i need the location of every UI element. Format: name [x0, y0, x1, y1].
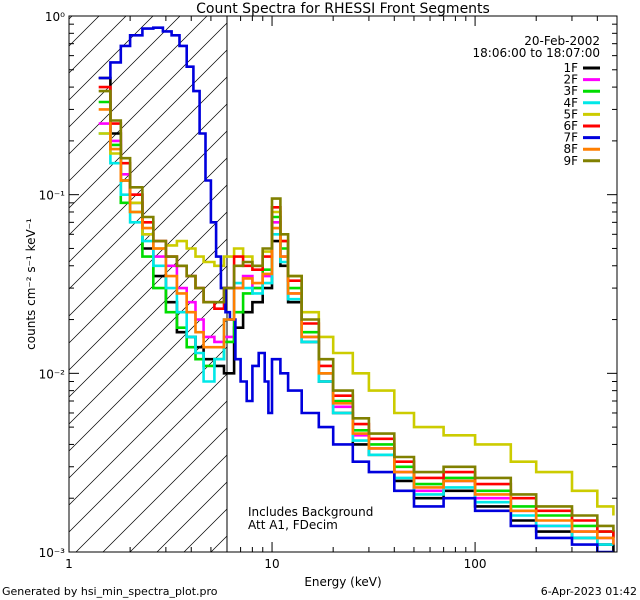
legend-time-range: 18:06:00 to 18:07:00 — [473, 46, 600, 60]
hatch-line — [69, 103, 227, 263]
legend-label-5F: 5F — [563, 107, 578, 121]
legend-label-6F: 6F — [563, 119, 578, 133]
annotation-attenuator: Att A1, FDecim — [248, 518, 338, 532]
legend: 20-Feb-2002 18:06:00 to 18:07:00 1F2F3F4… — [473, 34, 600, 168]
x-tick-label: 10 — [264, 557, 279, 571]
hatch-line — [69, 49, 227, 209]
legend-date: 20-Feb-2002 — [524, 34, 600, 48]
hatch-line — [69, 211, 227, 371]
chart-title: Count Spectra for RHESSI Front Segments — [196, 1, 490, 17]
legend-label-2F: 2F — [563, 73, 578, 87]
series-line-7F — [98, 26, 614, 552]
x-tick-label: 1 — [65, 557, 73, 571]
hatch-line — [69, 16, 154, 101]
hatch-line — [69, 76, 227, 236]
y-tick-label: 10⁻³ — [39, 546, 66, 560]
hatch-line — [69, 16, 100, 47]
hatch-line — [69, 157, 227, 317]
y-axis-label: counts cm⁻² s⁻¹ keV⁻¹ — [24, 218, 38, 350]
footer-timestamp: 6-Apr-2023 01:42 — [541, 585, 637, 598]
hatch-line — [69, 373, 227, 533]
legend-label-8F: 8F — [563, 142, 578, 156]
y-tick-label: 10⁻² — [39, 367, 66, 381]
legend-label-7F: 7F — [563, 131, 578, 145]
y-tick-label: 10⁰ — [45, 10, 65, 24]
series-line-8F — [98, 108, 615, 545]
hatch-line — [69, 238, 227, 398]
x-axis: 1 10 100 — [65, 16, 618, 571]
hatch-line — [69, 184, 227, 344]
hatch-line — [69, 130, 227, 290]
hatch-line — [69, 16, 208, 155]
hatch-line — [102, 427, 227, 552]
hatch-line — [69, 346, 227, 506]
legend-label-4F: 4F — [563, 96, 578, 110]
hatch-line — [69, 22, 227, 182]
series-lines — [98, 26, 615, 552]
series-line-4F — [98, 132, 614, 546]
series-line-2F — [98, 122, 615, 545]
hatch-line — [69, 265, 227, 425]
series-line-9F — [98, 89, 615, 532]
hatched-region — [0, 16, 227, 552]
legend-label-1F: 1F — [563, 61, 578, 75]
y-tick-label: 10⁻¹ — [39, 189, 66, 203]
hatch-line — [129, 454, 227, 552]
hatch-line — [0, 16, 45, 552]
hatch-line — [69, 16, 181, 128]
annotation-background: Includes Background — [248, 505, 373, 519]
hatch-line — [69, 16, 127, 74]
x-tick-label: 100 — [464, 557, 487, 571]
plot-frame — [68, 15, 618, 553]
footer-generated-by: Generated by hsi_min_spectra_plot.pro — [2, 585, 218, 598]
y-axis: 10⁰ 10⁻¹ 10⁻² 10⁻³ — [39, 10, 617, 560]
hatch-line — [75, 400, 227, 552]
x-axis-label: Energy (keV) — [304, 575, 381, 589]
hatch-line — [69, 319, 227, 479]
legend-label-9F: 9F — [563, 154, 578, 168]
legend-label-3F: 3F — [563, 84, 578, 98]
